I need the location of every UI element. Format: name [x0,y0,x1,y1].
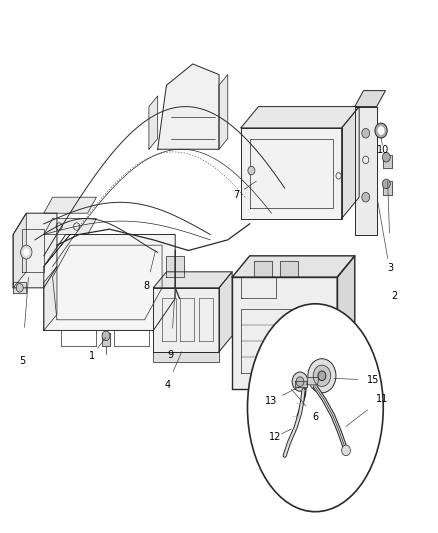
Text: 6: 6 [312,412,318,422]
Polygon shape [219,272,232,352]
Circle shape [102,331,110,341]
Polygon shape [44,266,57,330]
Polygon shape [355,91,385,107]
Polygon shape [307,377,319,385]
Text: 10: 10 [377,146,389,155]
Polygon shape [44,235,175,330]
Polygon shape [153,272,232,288]
Polygon shape [166,256,184,277]
Polygon shape [232,256,355,277]
Polygon shape [342,107,359,219]
Text: 1: 1 [89,351,95,360]
Text: 15: 15 [367,375,380,385]
Text: 4: 4 [164,380,170,390]
Circle shape [313,365,331,386]
Polygon shape [280,261,298,277]
Circle shape [362,128,370,138]
Circle shape [378,127,384,134]
Polygon shape [44,219,96,235]
Text: 3: 3 [388,263,394,272]
Polygon shape [13,282,26,293]
Polygon shape [383,181,392,195]
Circle shape [292,372,308,391]
Polygon shape [383,155,392,168]
Text: 9: 9 [168,350,174,360]
Circle shape [342,445,350,456]
Polygon shape [153,288,219,352]
Polygon shape [102,333,110,346]
Text: 8: 8 [144,281,150,291]
Polygon shape [13,213,57,288]
Ellipse shape [247,304,383,512]
Text: 7: 7 [233,190,240,199]
Circle shape [296,377,304,386]
Polygon shape [158,64,219,149]
Text: 2: 2 [391,291,397,301]
Circle shape [308,359,336,393]
Text: 5: 5 [19,356,25,366]
Polygon shape [254,261,272,277]
Circle shape [21,245,32,259]
Polygon shape [219,75,228,149]
Circle shape [382,152,390,162]
Circle shape [24,249,29,255]
Circle shape [318,371,326,381]
Text: 13: 13 [265,397,277,406]
Polygon shape [44,197,96,213]
Polygon shape [13,213,26,288]
Text: 12: 12 [269,432,281,442]
Circle shape [362,192,370,202]
Polygon shape [355,107,377,235]
Polygon shape [295,381,307,387]
Circle shape [248,166,255,175]
Polygon shape [337,256,355,389]
Circle shape [16,284,23,292]
Text: 11: 11 [376,394,388,403]
Circle shape [382,179,390,189]
Polygon shape [153,352,219,362]
Polygon shape [232,277,337,389]
Polygon shape [149,96,158,149]
Polygon shape [241,107,359,128]
Polygon shape [241,128,342,219]
Circle shape [375,123,387,138]
